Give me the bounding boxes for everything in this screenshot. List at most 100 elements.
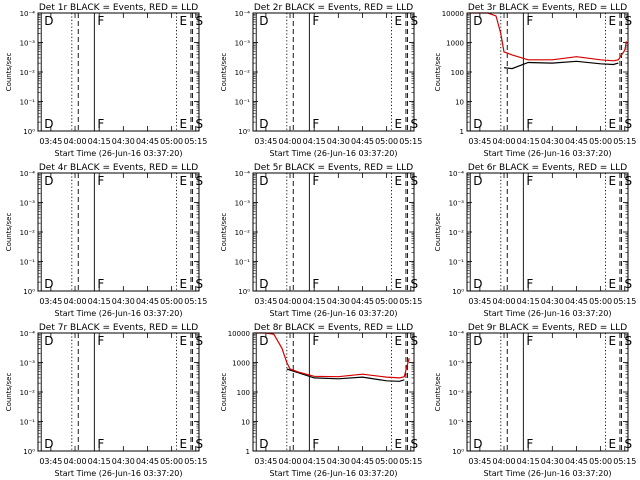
x-tick-label: 04:45 xyxy=(136,137,159,146)
x-tick-label: 04:45 xyxy=(565,297,588,306)
x-axis-label: Start Time (26-Jun-16 03:37:20) xyxy=(270,469,398,478)
event-marker-label: E xyxy=(179,277,187,291)
event-marker-label: F xyxy=(97,437,104,451)
y-tick-label: 100 xyxy=(237,389,250,397)
x-tick-label: 05:00 xyxy=(589,297,612,306)
event-marker-label: F xyxy=(312,14,319,28)
event-marker-label: E xyxy=(179,437,187,451)
y-tick-label: 10⁻² xyxy=(235,229,251,237)
x-tick-label: 04:15 xyxy=(303,137,326,146)
x-tick-label: 05:15 xyxy=(613,457,636,466)
chart-title: Det 8r BLACK = Events, RED = LLD xyxy=(254,323,413,333)
plot-frame xyxy=(252,332,415,452)
x-tick-label: 04:00 xyxy=(63,457,86,466)
y-tick-label: 10⁻¹ xyxy=(20,259,36,267)
y-tick-label: 10⁻⁴ xyxy=(20,10,36,18)
y-tick-label: 10000 xyxy=(228,330,250,338)
event-marker-label: D xyxy=(44,334,53,348)
plot-frame xyxy=(37,172,200,292)
event-marker-label: F xyxy=(312,334,319,348)
y-axis-label: Counts/sec xyxy=(5,213,13,252)
y-tick-label: 10⁰ xyxy=(238,128,250,136)
y-tick-label: 10⁻² xyxy=(20,389,36,397)
event-marker-label: F xyxy=(526,117,533,131)
x-tick-label: 04:00 xyxy=(492,137,515,146)
x-tick-label: 05:00 xyxy=(589,137,612,146)
event-marker-label: E xyxy=(179,334,187,348)
event-marker-label: D xyxy=(259,174,268,188)
x-tick-label: 03:45 xyxy=(254,137,277,146)
event-marker-label: F xyxy=(312,174,319,188)
y-tick-label: 10⁻³ xyxy=(20,360,36,368)
event-marker-label: E xyxy=(394,14,402,28)
plot-frame xyxy=(466,172,629,292)
x-tick-label: 05:15 xyxy=(613,137,636,146)
y-tick-label: 10⁰ xyxy=(452,288,464,296)
chart-panel-2: Det 2r BLACK = Events, RED = LLD Counts/s… xyxy=(220,3,422,158)
y-axis-label: Counts/sec xyxy=(434,373,442,412)
event-marker-label: F xyxy=(97,334,104,348)
x-tick-label: 04:30 xyxy=(541,457,564,466)
event-marker-label: F xyxy=(526,437,533,451)
x-tick-label: 05:00 xyxy=(375,457,398,466)
chart-panel-5: Det 5r BLACK = Events, RED = LLD Counts/s… xyxy=(220,163,422,318)
x-tick-label: 05:15 xyxy=(184,297,207,306)
plot-frame xyxy=(252,172,415,292)
x-tick-label: 04:00 xyxy=(492,297,515,306)
x-tick-label: 04:15 xyxy=(303,297,326,306)
x-tick-label: 05:00 xyxy=(160,297,183,306)
x-tick-label: 04:15 xyxy=(88,297,111,306)
y-axis-label: Counts/sec xyxy=(434,213,442,252)
y-axis-label: Counts/sec xyxy=(5,373,13,412)
event-marker-label: F xyxy=(312,277,319,291)
y-tick-label: 10⁻³ xyxy=(449,360,465,368)
x-axis-label: Start Time (26-Jun-16 03:37:20) xyxy=(55,309,183,318)
chart-title: Det 7r BLACK = Events, RED = LLD xyxy=(39,323,198,333)
event-marker-label: E xyxy=(394,334,402,348)
event-marker-label: F xyxy=(526,174,533,188)
event-marker-label: E xyxy=(394,174,402,188)
x-axis-label: Start Time (26-Jun-16 03:37:20) xyxy=(55,469,183,478)
event-marker-label: E xyxy=(394,437,402,451)
y-tick-label: 10 xyxy=(455,99,464,107)
x-tick-label: 05:15 xyxy=(613,297,636,306)
event-marker-label: E xyxy=(608,174,616,188)
y-tick-label: 10⁻³ xyxy=(20,40,36,48)
x-tick-label: 04:30 xyxy=(541,137,564,146)
x-tick-label: 04:00 xyxy=(63,297,86,306)
y-axis-label: Counts/sec xyxy=(220,53,228,92)
x-tick-label: 04:15 xyxy=(517,137,540,146)
y-tick-label: 10⁻³ xyxy=(235,200,251,208)
x-tick-label: 04:30 xyxy=(327,457,350,466)
event-marker-label: F xyxy=(526,334,533,348)
x-tick-label: 04:00 xyxy=(63,137,86,146)
event-marker-label: F xyxy=(312,437,319,451)
event-marker-label: E xyxy=(608,117,616,131)
y-tick-label: 10⁰ xyxy=(23,288,35,296)
chart-title: Det 2r BLACK = Events, RED = LLD xyxy=(254,3,413,13)
event-marker-label: E xyxy=(179,14,187,28)
event-marker-label: D xyxy=(259,14,268,28)
x-tick-label: 03:45 xyxy=(254,297,277,306)
y-tick-label: 10⁰ xyxy=(23,128,35,136)
x-tick-label: 04:45 xyxy=(136,457,159,466)
chart-panel-8: Det 8r BLACK = Events, RED = LLD Counts/s… xyxy=(220,323,422,478)
x-tick-label: 04:45 xyxy=(351,457,374,466)
y-tick-label: 10⁻² xyxy=(449,229,465,237)
y-axis-label: Counts/sec xyxy=(220,213,228,252)
x-tick-label: 04:15 xyxy=(517,457,540,466)
x-tick-label: 05:00 xyxy=(160,457,183,466)
x-tick-label: 04:45 xyxy=(565,137,588,146)
series-line xyxy=(254,332,410,379)
y-tick-label: 10000 xyxy=(442,10,464,18)
series-line xyxy=(503,60,619,70)
x-tick-label: 05:15 xyxy=(399,137,422,146)
series-line xyxy=(286,368,405,382)
x-tick-label: 04:30 xyxy=(541,297,564,306)
x-tick-label: 04:30 xyxy=(112,457,135,466)
x-tick-label: 04:30 xyxy=(112,137,135,146)
plot-frame xyxy=(466,12,629,132)
x-tick-label: 03:45 xyxy=(39,297,62,306)
x-tick-label: 04:15 xyxy=(88,457,111,466)
x-tick-label: 05:00 xyxy=(375,297,398,306)
